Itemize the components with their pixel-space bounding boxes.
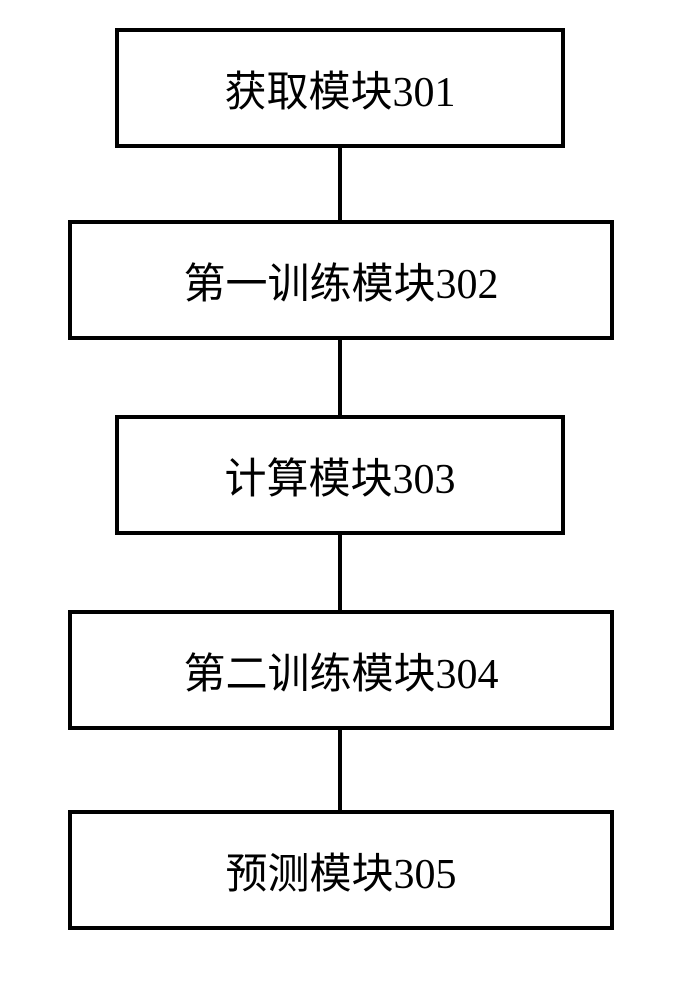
flowchart-edge — [338, 148, 342, 220]
node-label: 第一训练模块302 — [183, 250, 498, 311]
flowchart-node: 获取模块301 — [115, 28, 565, 148]
flowchart-node: 第一训练模块302 — [68, 220, 614, 340]
flowchart-node: 预测模块305 — [68, 810, 614, 930]
flowchart-edge — [338, 340, 342, 415]
flowchart-edge — [338, 730, 342, 810]
node-label: 计算模块303 — [224, 445, 455, 506]
node-label: 获取模块301 — [224, 58, 455, 119]
flowchart-diagram: 获取模块301 第一训练模块302 计算模块303 第二训练模块304 预测模块… — [0, 0, 684, 986]
node-label: 预测模块305 — [225, 840, 456, 901]
node-label: 第二训练模块304 — [183, 640, 498, 701]
flowchart-edge — [338, 535, 342, 610]
flowchart-node: 计算模块303 — [115, 415, 565, 535]
flowchart-node: 第二训练模块304 — [68, 610, 614, 730]
